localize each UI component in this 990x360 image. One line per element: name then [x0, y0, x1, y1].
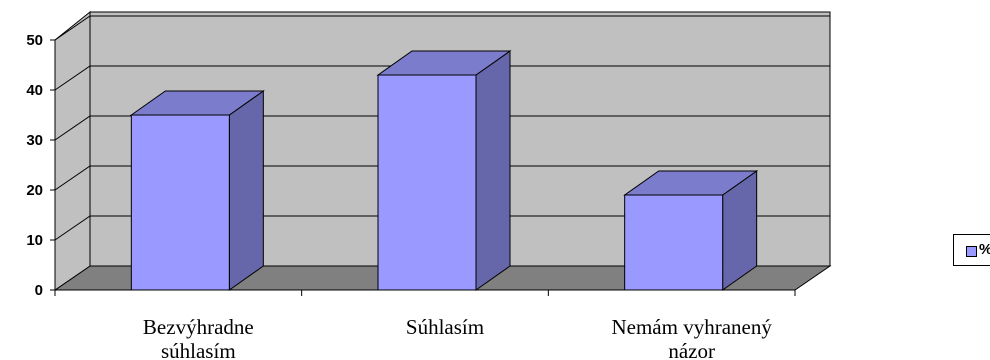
- y-axis-ticks: 0 10 20 30 40 50: [26, 32, 55, 299]
- legend: %: [953, 234, 990, 266]
- gridline: [54, 115, 830, 141]
- y-tick-label: 0: [35, 282, 43, 299]
- x-category-label: súhlasím: [161, 339, 236, 360]
- x-category-label: názor: [668, 339, 715, 360]
- legend-label-percent: %: [979, 241, 990, 258]
- y-tick-label: 40: [26, 82, 43, 99]
- y-tick-label: 20: [26, 182, 43, 199]
- y-tick-label: 50: [26, 32, 43, 49]
- bar: [129, 90, 265, 291]
- gridline: [54, 215, 830, 241]
- bars: [129, 50, 759, 291]
- y-tick-label: 30: [26, 132, 43, 149]
- bar: [623, 170, 759, 291]
- x-category-label: Bezvýhradne: [143, 315, 254, 339]
- x-axis-ticks: [54, 290, 796, 296]
- x-category-label: Nemám vyhranený: [611, 315, 772, 339]
- legend-swatch-percent: [966, 246, 977, 257]
- bar-front: [130, 114, 230, 291]
- chart-side-wall: [54, 10, 91, 291]
- bar: [376, 50, 512, 291]
- bar-front: [377, 74, 477, 291]
- gridline: [54, 165, 830, 191]
- y-tick-label: 10: [26, 232, 43, 249]
- gridline: [54, 15, 830, 41]
- bar-side: [475, 50, 511, 291]
- x-category-label: Súhlasím: [406, 315, 484, 339]
- gridline: [54, 65, 830, 91]
- bar-side: [228, 90, 264, 291]
- bar-front: [624, 194, 724, 291]
- gridlines: [54, 15, 830, 241]
